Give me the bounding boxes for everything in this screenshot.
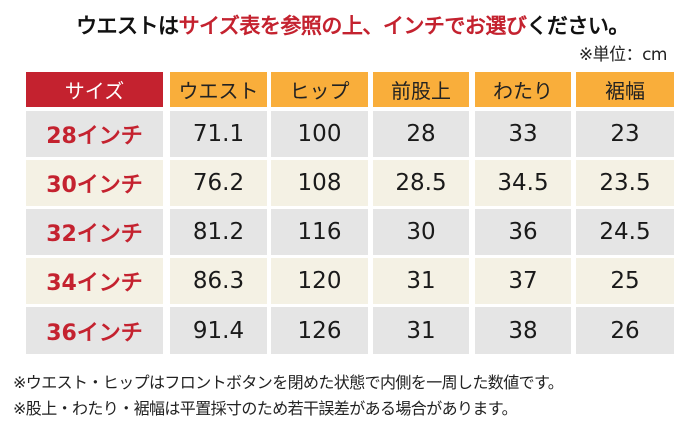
front-rise-cell: 30: [373, 209, 469, 255]
front-rise-cell: 28: [373, 111, 469, 157]
footnote-measurement-method: ※ウエスト・ヒップはフロントボタンを閉めた状態で内側を一周した数値です。: [13, 373, 564, 392]
footnote-flat-measurement: ※股上・わたり・裾幅は平置採寸のため若干誤差がある場合があります。: [13, 399, 518, 418]
hem-width-cell: 23.5: [576, 160, 674, 206]
title-part-3: ください。: [526, 14, 629, 38]
size-cell: 34インチ: [26, 258, 163, 304]
title-part-2-emphasis: サイズ表を参照の上、インチでお選び: [178, 14, 527, 38]
size-cell: 32インチ: [26, 209, 163, 255]
size-cell: 30インチ: [26, 160, 163, 206]
hip-cell: 116: [271, 209, 368, 255]
hem-width-cell: 23: [576, 111, 674, 157]
waist-cell: 71.1: [170, 111, 267, 157]
header-waist: ウエスト: [170, 72, 267, 107]
header-hem-width: 裾幅: [576, 72, 674, 107]
front-rise-cell: 28.5: [373, 160, 469, 206]
header-hip: ヒップ: [271, 72, 368, 107]
header-thigh: わたり: [475, 72, 571, 107]
front-rise-cell: 31: [373, 258, 469, 304]
waist-cell: 76.2: [170, 160, 267, 206]
waist-cell: 81.2: [170, 209, 267, 255]
header-front-rise: 前股上: [373, 72, 469, 107]
front-rise-cell: 31: [373, 307, 469, 354]
waist-cell: 91.4: [170, 307, 267, 354]
thigh-cell: 38: [475, 307, 571, 354]
title-part-1: ウエストは: [76, 14, 179, 38]
page-title: ウエストはサイズ表を参照の上、インチでお選びください。: [0, 10, 700, 40]
hem-width-cell: 26: [576, 307, 674, 354]
header-size: サイズ: [26, 72, 163, 107]
size-cell: 36インチ: [26, 307, 163, 354]
hem-width-cell: 24.5: [576, 209, 674, 255]
hip-cell: 126: [271, 307, 368, 354]
thigh-cell: 34.5: [475, 160, 571, 206]
waist-cell: 86.3: [170, 258, 267, 304]
unit-note: ※単位：cm: [578, 45, 668, 65]
hip-cell: 108: [271, 160, 368, 206]
hem-width-cell: 25: [576, 258, 674, 304]
hip-cell: 120: [271, 258, 368, 304]
size-cell: 28インチ: [26, 111, 163, 157]
hip-cell: 100: [271, 111, 368, 157]
thigh-cell: 37: [475, 258, 571, 304]
footnotes: ※ウエスト・ヒップはフロントボタンを閉めた状態で内側を一周した数値です。 ※股上…: [13, 370, 564, 422]
thigh-cell: 33: [475, 111, 571, 157]
thigh-cell: 36: [475, 209, 571, 255]
